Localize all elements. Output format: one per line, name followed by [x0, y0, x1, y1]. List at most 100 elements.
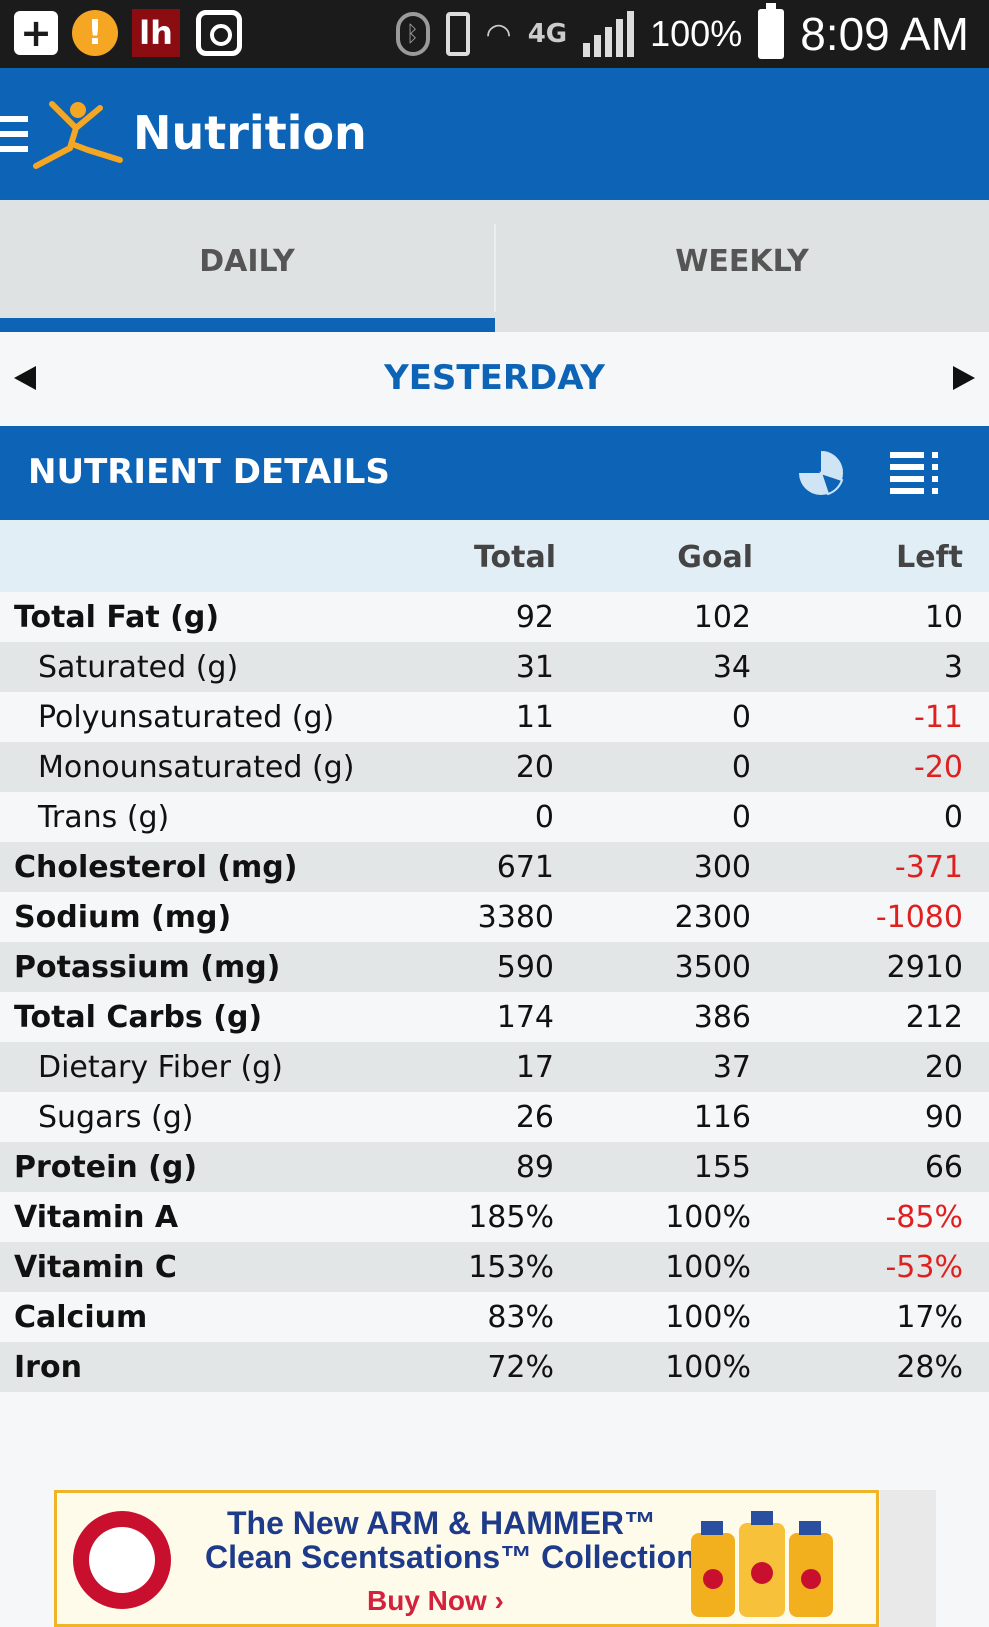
nutrient-goal: 2300	[674, 900, 751, 935]
nutrient-name: Sugars (g)	[38, 1100, 194, 1135]
nutrient-goal: 100%	[665, 1300, 751, 1335]
list-view-icon[interactable]	[890, 452, 940, 496]
nutrient-left: -11	[914, 700, 963, 735]
nutrient-details-header: NUTRIENT DETAILS	[0, 426, 989, 520]
nutrient-total: 31	[515, 650, 554, 685]
next-day-icon[interactable]	[953, 366, 975, 390]
nutrient-goal: 100%	[665, 1250, 751, 1285]
wifi-icon: ◠	[485, 16, 512, 52]
tab-divider	[494, 224, 496, 312]
nutrient-name: Protein (g)	[14, 1150, 198, 1185]
nutrient-left: -371	[894, 850, 963, 885]
table-row: Polyunsaturated (g) 11 0 -11	[0, 692, 989, 742]
nutrient-name: Polyunsaturated (g)	[38, 700, 335, 735]
nutrient-goal: 34	[712, 650, 751, 685]
nutrient-total: 0	[534, 800, 554, 835]
tab-daily[interactable]: DAILY	[199, 243, 295, 279]
hamburger-icon[interactable]	[0, 116, 28, 152]
nutrient-name: Trans (g)	[38, 800, 170, 835]
table-row: Vitamin A 185% 100% -85%	[0, 1192, 989, 1242]
section-title: NUTRIENT DETAILS	[28, 452, 390, 492]
network-type-label: 4G	[527, 19, 568, 49]
column-header-total: Total	[474, 540, 556, 575]
nutrient-total: 17	[515, 1050, 554, 1085]
nutrient-name: Vitamin A	[14, 1200, 179, 1235]
tab-weekly[interactable]: WEEKLY	[675, 243, 809, 279]
nutrient-goal: 100%	[665, 1350, 751, 1385]
nutrient-total: 590	[496, 950, 554, 985]
nutrient-left: 90	[924, 1100, 963, 1135]
nutrient-left: 212	[905, 1000, 963, 1035]
instagram-icon	[194, 8, 244, 58]
battery-icon	[758, 3, 785, 59]
selected-tab-indicator	[0, 318, 495, 332]
ad-subheadline: Clean Scentsations™ Collection	[205, 1539, 696, 1575]
health-plus-icon: +	[14, 11, 58, 55]
app-title: Nutrition	[133, 106, 367, 160]
table-row: Total Fat (g) 92 102 10	[0, 592, 989, 642]
ad-banner[interactable]: The New ARM & HAMMER™ Clean Scentsations…	[54, 1490, 879, 1627]
nutrient-name: Iron	[14, 1350, 82, 1385]
nutrient-total: 92	[515, 600, 554, 635]
nutrient-total: 153%	[468, 1250, 554, 1285]
nutrient-name: Total Fat (g)	[14, 600, 220, 635]
nutrient-name: Cholesterol (mg)	[14, 850, 298, 885]
notification-icons: + ! lh	[14, 8, 244, 58]
alert-icon: !	[72, 10, 118, 56]
nutrient-name: Potassium (mg)	[14, 950, 281, 985]
table-row: Trans (g) 0 0 0	[0, 792, 989, 842]
nutrient-goal: 0	[731, 800, 751, 835]
nutrient-total: 3380	[477, 900, 554, 935]
nutrient-name: Sodium (mg)	[14, 900, 232, 935]
nutrient-total: 72%	[487, 1350, 554, 1385]
battery-percent: 100%	[650, 13, 743, 54]
date-navigator: YESTERDAY	[0, 332, 989, 426]
pie-chart-icon[interactable]	[798, 450, 844, 496]
nutrient-goal: 3500	[674, 950, 751, 985]
tab-bar: DAILY WEEKLY	[0, 200, 989, 332]
nutrient-total: 26	[515, 1100, 554, 1135]
nutrient-goal: 0	[731, 700, 751, 735]
ad-buy-now-link[interactable]: Buy Now ›	[367, 1585, 504, 1616]
column-headers: Total Goal Left	[0, 520, 989, 592]
nutrient-left: 10	[924, 600, 963, 635]
bluetooth-icon: ᛒ	[395, 12, 430, 56]
nutrient-goal: 116	[693, 1100, 751, 1135]
nutrient-total: 89	[515, 1150, 554, 1185]
table-row: Potassium (mg) 590 3500 2910	[0, 942, 989, 992]
nutrient-name: Dietary Fiber (g)	[38, 1050, 283, 1085]
nutrient-left: -20	[914, 750, 963, 785]
column-header-left: Left	[896, 540, 963, 575]
nutrient-name: Saturated (g)	[38, 650, 239, 685]
previous-day-icon[interactable]	[14, 366, 36, 390]
clock: 8:09 AM	[800, 8, 969, 60]
app-bar: Nutrition	[0, 68, 989, 200]
detergent-bottles-icon	[691, 1511, 833, 1617]
nutrient-total: 185%	[468, 1200, 554, 1235]
nutrient-left: 20	[924, 1050, 963, 1085]
nutrient-left: -1080	[875, 900, 963, 935]
nutrient-left: 28%	[896, 1350, 963, 1385]
nutrient-total: 671	[496, 850, 554, 885]
nutrient-total: 20	[515, 750, 554, 785]
nutrient-table: Total Fat (g) 92 102 10 Saturated (g) 31 34 3 …	[0, 592, 989, 1392]
table-row: Iron 72% 100% 28%	[0, 1342, 989, 1392]
nutrient-goal: 0	[731, 750, 751, 785]
nutrient-left: -85%	[885, 1200, 963, 1235]
vibrate-icon	[445, 12, 470, 56]
nutrient-goal: 300	[693, 850, 751, 885]
nutrient-left: 0	[943, 800, 963, 835]
table-row: Monounsaturated (g) 20 0 -20	[0, 742, 989, 792]
table-row: Vitamin C 153% 100% -53%	[0, 1242, 989, 1292]
running-figure-icon[interactable]	[30, 98, 126, 174]
table-row: Total Carbs (g) 174 386 212	[0, 992, 989, 1042]
table-row: Dietary Fiber (g) 17 37 20	[0, 1042, 989, 1092]
nutrient-goal: 386	[693, 1000, 751, 1035]
date-label[interactable]: YESTERDAY	[384, 358, 605, 398]
table-row: Saturated (g) 31 34 3	[0, 642, 989, 692]
nutrient-goal: 100%	[665, 1200, 751, 1235]
signal-strength-icon	[583, 11, 635, 57]
nutrient-name: Calcium	[14, 1300, 148, 1335]
nutrient-total: 174	[496, 1000, 554, 1035]
nutrient-name: Monounsaturated (g)	[38, 750, 355, 785]
